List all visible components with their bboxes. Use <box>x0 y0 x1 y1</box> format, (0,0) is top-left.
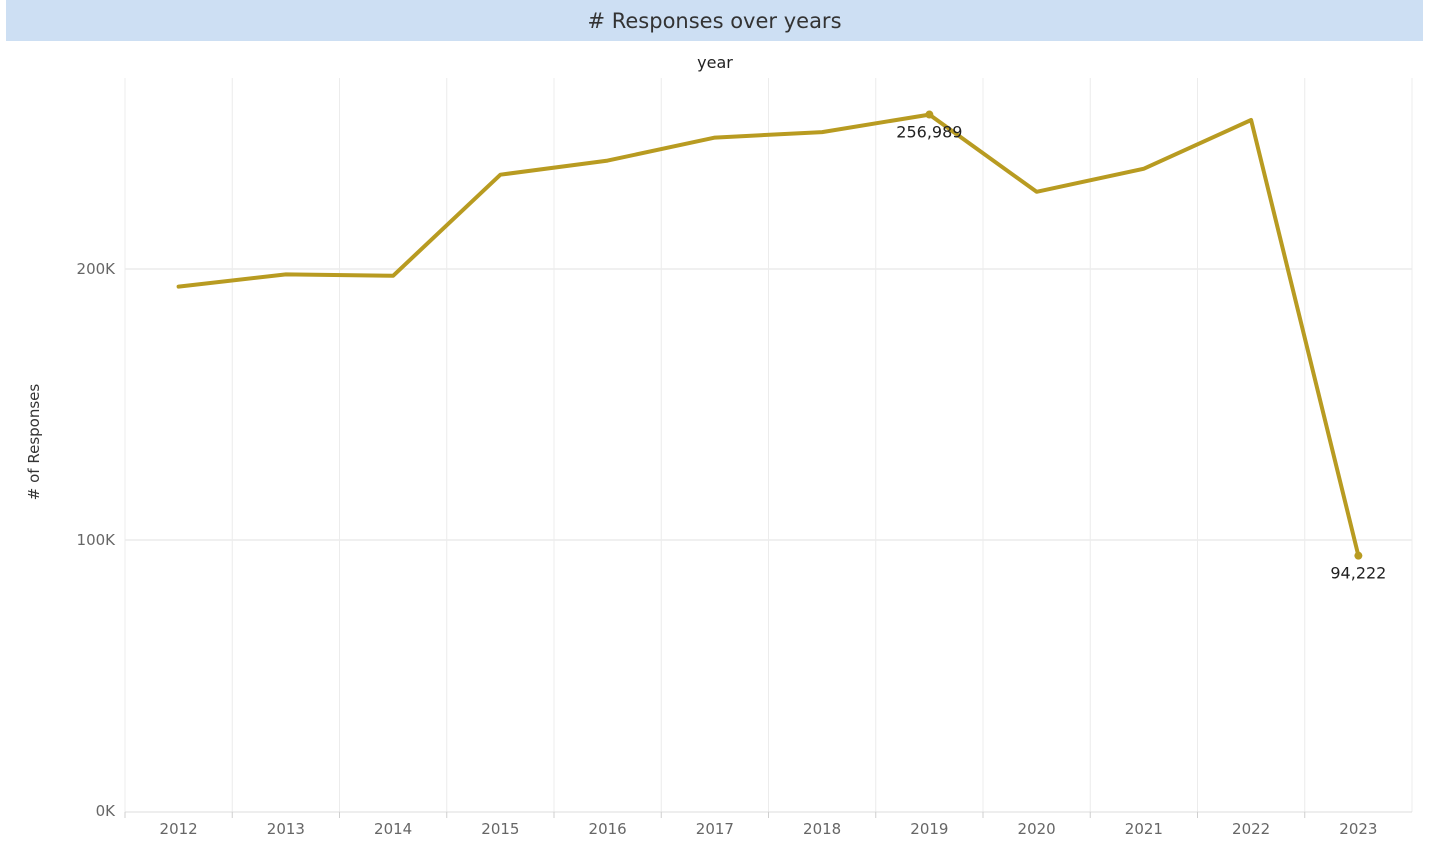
x-tick-label: 2019 <box>910 820 948 838</box>
x-tick-label: 2021 <box>1125 820 1163 838</box>
y-tick-label: 100K <box>77 531 117 549</box>
x-tick-label: 2017 <box>696 820 734 838</box>
data-label: 94,222 <box>1330 564 1386 583</box>
x-tick-label: 2012 <box>160 820 198 838</box>
series-line <box>176 112 1361 558</box>
x-axis-title: year <box>697 53 733 72</box>
data-label: 256,989 <box>896 123 962 142</box>
x-tick-label: 2022 <box>1232 820 1270 838</box>
title-bar: # Responses over years <box>6 0 1423 41</box>
x-tick-label: 2014 <box>374 820 412 838</box>
x-tick-label: 2020 <box>1018 820 1056 838</box>
y-tick-label: 200K <box>77 260 117 278</box>
y-tick-label: 0K <box>96 802 117 820</box>
x-tick-label: 2013 <box>267 820 305 838</box>
x-tick-label: 2018 <box>803 820 841 838</box>
data-point <box>1354 551 1363 560</box>
chart-title: # Responses over years <box>587 8 842 33</box>
x-tick-label: 2015 <box>481 820 519 838</box>
data-point <box>925 110 934 119</box>
x-tick-label: 2016 <box>589 820 627 838</box>
x-tick-label: 2023 <box>1339 820 1377 838</box>
